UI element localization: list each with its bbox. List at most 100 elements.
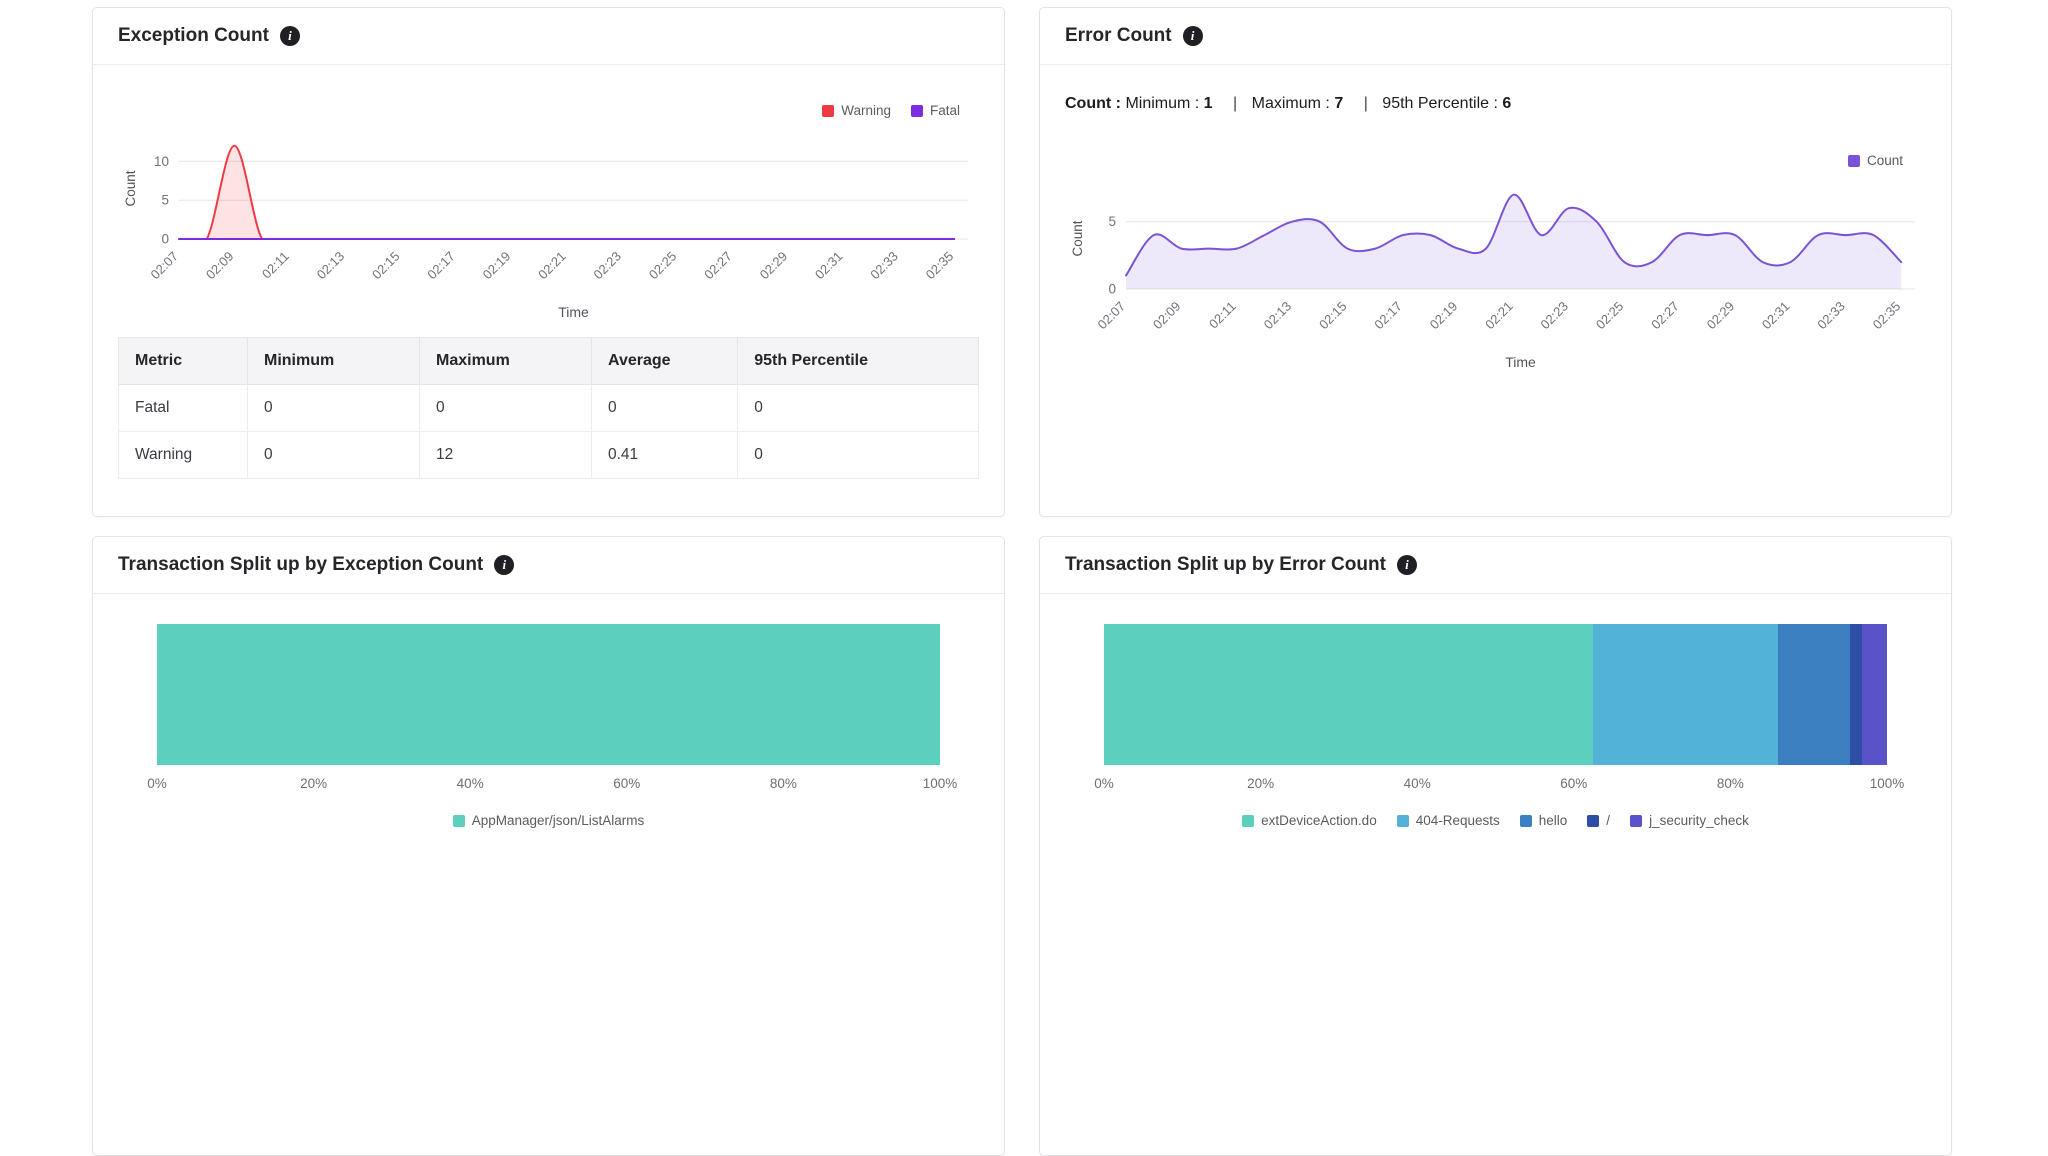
svg-text:02:13: 02:13 <box>1261 299 1295 333</box>
cell-minimum: 0 <box>247 384 420 432</box>
table-header-row: Metric Minimum Maximum Average 95th Perc… <box>118 337 979 385</box>
panel-exception-count: Exception Count Warning Fatal 0 5 10 02:07 02… <box>92 7 1005 517</box>
info-icon[interactable] <box>1396 555 1417 575</box>
svg-text:02:25: 02:25 <box>1593 299 1627 333</box>
svg-text:02:09: 02:09 <box>1150 299 1184 333</box>
svg-text:02:29: 02:29 <box>1704 299 1738 333</box>
col-header-metric: Metric <box>118 337 248 385</box>
chart-legend: AppManager/json/ListAlarms <box>157 813 940 828</box>
svg-text:02:35: 02:35 <box>923 249 957 283</box>
legend-label: hello <box>1538 813 1568 828</box>
svg-text:02:19: 02:19 <box>1427 299 1461 333</box>
panel-title: Error Count <box>1065 25 1172 46</box>
cell-average: 0 <box>590 384 739 432</box>
svg-text:02:29: 02:29 <box>757 249 791 283</box>
count-stats: Count : Minimum : 1 | Maximum : 7 | 95th… <box>1065 95 1926 113</box>
panel-header: Exception Count <box>93 8 1004 65</box>
svg-text:0: 0 <box>161 232 169 247</box>
svg-text:02:23: 02:23 <box>1537 299 1571 333</box>
legend-item-fatal[interactable]: Fatal <box>910 103 960 118</box>
info-icon[interactable] <box>1182 26 1203 46</box>
legend-label: / <box>1606 813 1611 828</box>
legend-swatch <box>1242 814 1255 827</box>
legend-item-extdeviceaction-do[interactable]: extDeviceAction.do <box>1242 813 1377 828</box>
legend-label: Warning <box>841 103 891 118</box>
stats-max-label: Maximum : <box>1251 95 1330 112</box>
legend-item-hello[interactable]: hello <box>1519 813 1568 828</box>
legend-swatch <box>1587 814 1600 827</box>
svg-text:Count: Count <box>123 170 138 206</box>
col-header-95th-percentile: 95th Percentile <box>737 337 979 385</box>
legend-item-count[interactable]: Count <box>1847 153 1903 168</box>
svg-text:02:11: 02:11 <box>1206 299 1239 332</box>
col-header-minimum: Minimum <box>247 337 420 385</box>
svg-text:02:15: 02:15 <box>1316 299 1350 333</box>
stats-p95-label: 95th Percentile : <box>1382 95 1498 112</box>
col-header-average: Average <box>590 337 739 385</box>
exception-count-chart: 0 5 10 02:07 02:09 02:11 02:13 02:15 02:17 02:19 0… <box>117 126 980 331</box>
legend-item-warning[interactable]: Warning <box>822 103 891 118</box>
bar-segment-hello[interactable] <box>1778 624 1851 765</box>
legend-label: Fatal <box>929 103 960 118</box>
panel-header: Error Count <box>1040 8 1951 65</box>
cell-average: 0.41 <box>590 431 739 479</box>
axis-tick-label: 20% <box>1247 776 1275 791</box>
chart-legend: Warning Fatal <box>93 103 960 118</box>
svg-text:Time: Time <box>1505 354 1536 370</box>
panel-error-count: Error Count Count : Minimum : 1 | Maximu… <box>1039 7 1952 517</box>
chart-legend: Count <box>1040 153 1903 168</box>
svg-text:5: 5 <box>161 193 169 208</box>
cell-maximum: 12 <box>419 431 592 479</box>
legend-swatch <box>1847 154 1860 167</box>
svg-text:02:27: 02:27 <box>701 249 735 283</box>
legend-item-404-requests[interactable]: 404-Requests <box>1396 813 1500 828</box>
legend-swatch <box>822 104 835 117</box>
exception-metrics-table: Metric Minimum Maximum Average 95th Perc… <box>118 337 979 479</box>
svg-text:02:35: 02:35 <box>1870 299 1904 333</box>
legend-item-j-security-check[interactable]: j_security_check <box>1630 813 1749 828</box>
stats-p95-value: 6 <box>1502 95 1512 112</box>
panel-tx-split-exception: Transaction Split up by Exception Count … <box>92 536 1005 1156</box>
cell-95th-percentile: 0 <box>737 384 979 432</box>
cell-95th-percentile: 0 <box>737 431 979 479</box>
svg-text:02:23: 02:23 <box>590 249 624 283</box>
stacked-bar <box>157 624 940 765</box>
legend-swatch <box>1630 814 1643 827</box>
bar-segment-item[interactable] <box>1850 624 1862 765</box>
svg-text:02:17: 02:17 <box>424 249 458 283</box>
info-icon[interactable] <box>279 26 300 46</box>
svg-text:02:19: 02:19 <box>480 249 514 283</box>
svg-text:02:07: 02:07 <box>1095 299 1129 333</box>
info-icon[interactable] <box>494 555 515 575</box>
table-row: Warning 0 12 0.41 0 <box>118 431 979 479</box>
svg-text:02:31: 02:31 <box>812 249 846 283</box>
axis-tick-label: 80% <box>769 776 797 791</box>
bar-segment-404-requests[interactable] <box>1593 624 1779 765</box>
bar-segment-j-security-check[interactable] <box>1861 624 1887 765</box>
cell-maximum: 0 <box>419 384 592 432</box>
svg-text:02:25: 02:25 <box>646 249 680 283</box>
legend-swatch <box>1519 814 1532 827</box>
svg-text:Count: Count <box>1070 220 1085 256</box>
svg-text:02:15: 02:15 <box>369 249 403 283</box>
svg-text:02:27: 02:27 <box>1648 299 1682 333</box>
axis-tick-label: 100% <box>1869 776 1905 791</box>
axis-tick-label: 100% <box>922 776 958 791</box>
legend-label: extDeviceAction.do <box>1261 813 1377 828</box>
panel-body: Count : Minimum : 1 | Maximum : 7 | 95th… <box>1040 65 1951 516</box>
legend-item-item[interactable]: / <box>1587 813 1610 828</box>
bar-segment-extdeviceaction-do[interactable] <box>1104 624 1594 765</box>
svg-text:Time: Time <box>558 304 589 320</box>
svg-text:02:11: 02:11 <box>259 249 292 282</box>
svg-text:02:07: 02:07 <box>148 249 182 283</box>
svg-text:10: 10 <box>154 154 169 169</box>
panel-header: Transaction Split up by Error Count <box>1040 537 1951 594</box>
col-header-maximum: Maximum <box>419 337 592 385</box>
cell-minimum: 0 <box>247 431 420 479</box>
panel-body: Warning Fatal 0 5 10 02:07 02:09 02:11 02:13 02:… <box>93 65 1004 516</box>
axis-tick-label: 40% <box>456 776 484 791</box>
axis-tick-label: 20% <box>300 776 328 791</box>
bar-segment-appmanager-json-listalarms[interactable] <box>157 624 940 765</box>
legend-item-appmanager-json-listalarms[interactable]: AppManager/json/ListAlarms <box>452 813 644 828</box>
